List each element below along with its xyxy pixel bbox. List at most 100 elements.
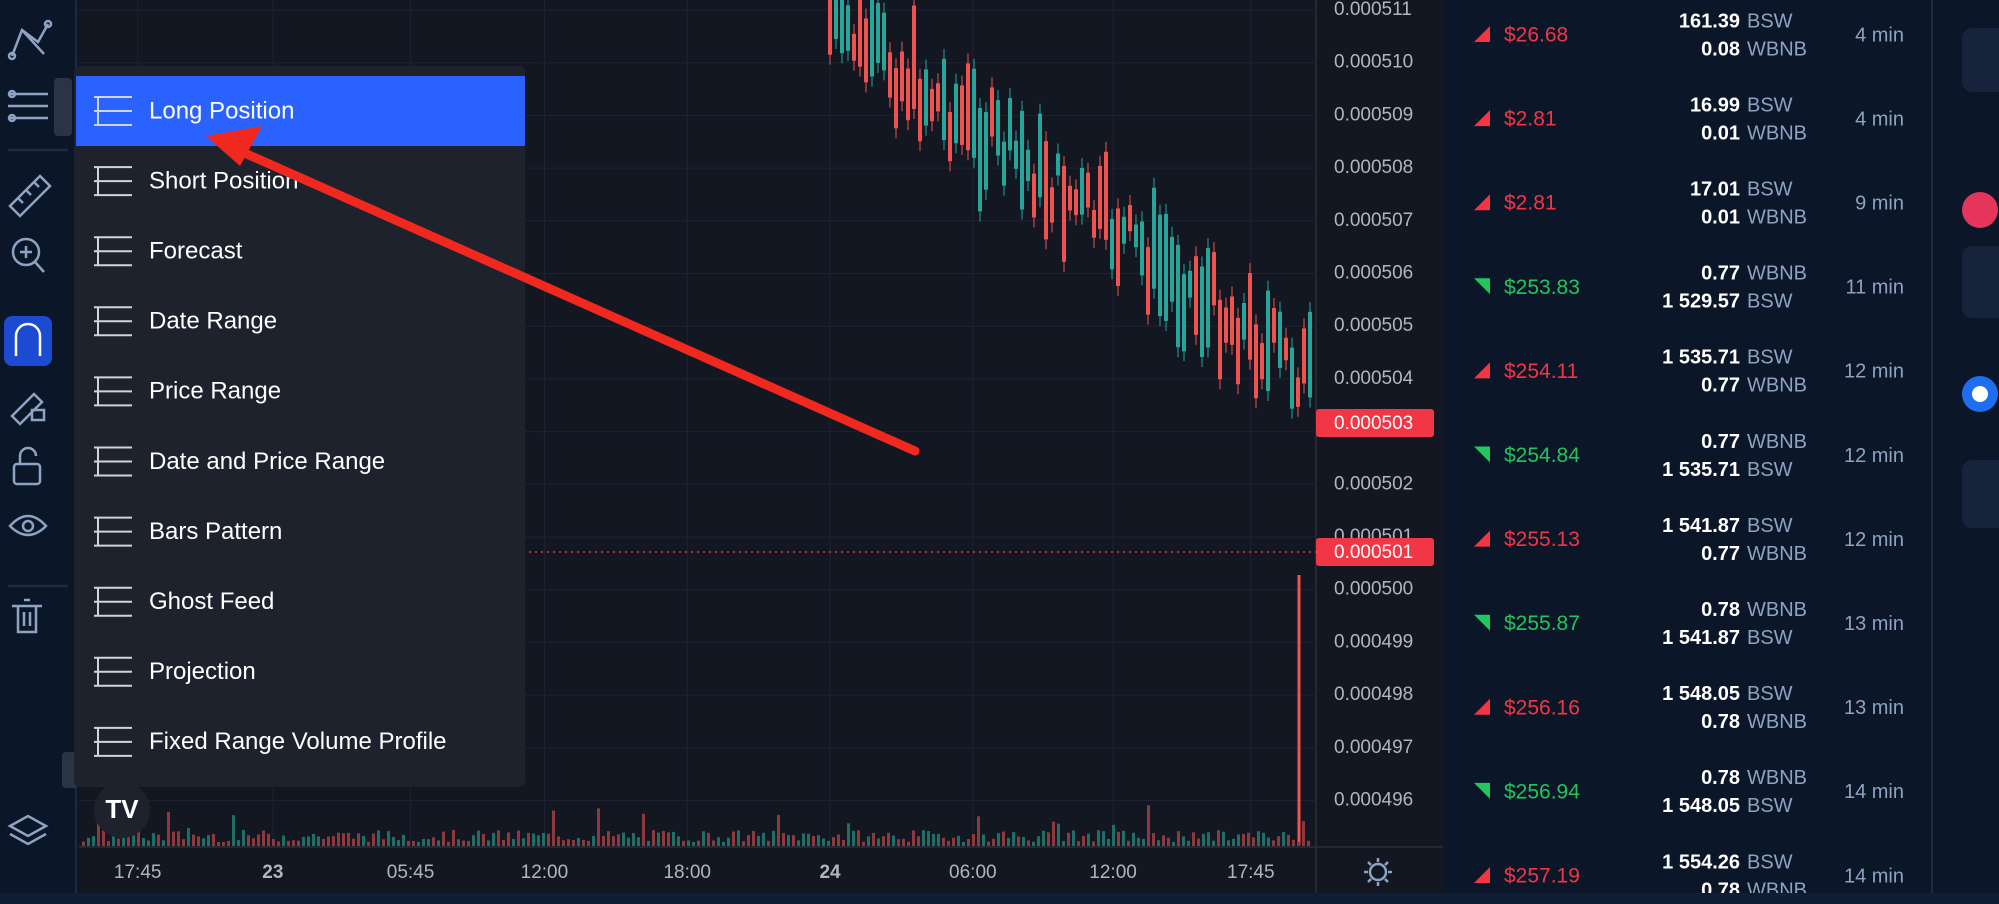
logo-mark: TV (105, 794, 139, 824)
trade-row: $26.68 161.39 BSW 0.08 WBNB 4 min (1474, 10, 1904, 60)
candle (864, 18, 868, 83)
volume-bar (717, 837, 720, 846)
trade-token: BSW (1747, 851, 1793, 873)
candle (1254, 324, 1258, 399)
volume-bar (517, 830, 520, 846)
menu-item[interactable]: Ghost Feed (94, 586, 274, 617)
trade-time: 13 min (1844, 697, 1904, 719)
volume-bar (307, 836, 310, 846)
volume-bar (692, 841, 695, 846)
volume-bar (637, 837, 640, 846)
volume-bar (237, 839, 240, 846)
volume-bar (262, 830, 265, 846)
price-label: 0.000504 (1334, 368, 1414, 389)
candle (846, 5, 850, 51)
trade-arrow (1474, 698, 1490, 715)
volume-bar (267, 833, 270, 846)
volume-bar (892, 835, 895, 846)
volume-bar (887, 832, 890, 846)
lock-icon[interactable] (12, 446, 42, 486)
volume-bar (192, 834, 195, 846)
volume-bar (897, 839, 900, 846)
layers-icon[interactable] (7, 814, 49, 846)
volume-bar (752, 830, 755, 846)
trade-amount: 1 548.05 (1662, 795, 1740, 817)
menu-item[interactable]: Forecast (94, 236, 243, 267)
volume-bar (982, 834, 985, 846)
volume-bar (822, 838, 825, 846)
zoom-icon[interactable] (11, 237, 45, 273)
side-button[interactable] (1962, 28, 1999, 92)
volume-bar (387, 831, 390, 846)
volume-bar (477, 830, 480, 846)
volume-bar (372, 833, 375, 846)
volume-bar (812, 835, 815, 846)
volume-bar (917, 836, 920, 846)
icon-shape (94, 166, 132, 197)
candle (1182, 274, 1186, 352)
trade-price: $26.68 (1504, 24, 1568, 47)
price-label: 0.000511 (1334, 0, 1412, 20)
trade-price: $255.87 (1504, 612, 1580, 635)
trade-token: BSW (1747, 291, 1793, 313)
volume-bar (1187, 840, 1190, 846)
trade-time: 11 min (1845, 277, 1904, 299)
eye-icon[interactable] (8, 514, 48, 537)
icon-shape (94, 306, 132, 337)
menu-item[interactable]: Short Position (94, 166, 298, 197)
trade-amount: 1 554.26 (1662, 851, 1740, 873)
volume-bar (937, 833, 940, 846)
volume-bar (277, 841, 280, 846)
prediction-tool-icon[interactable] (7, 89, 48, 123)
settings-icon[interactable] (1364, 858, 1392, 886)
volume-bar (212, 834, 215, 846)
menu-item[interactable]: Price Range (94, 376, 281, 407)
volume-bar (622, 832, 625, 846)
volume-bar (1057, 823, 1060, 846)
time-label: 12:00 (521, 862, 569, 883)
volume-bar (97, 806, 100, 846)
volume-bar (672, 831, 675, 846)
trash-icon[interactable] (12, 598, 42, 634)
volume-bar (1192, 832, 1195, 846)
volume-bar (322, 838, 325, 846)
side-button[interactable] (1962, 460, 1999, 528)
volume-bar (847, 823, 850, 846)
side-button[interactable] (1962, 246, 1999, 318)
menu-item[interactable]: Date Range (94, 306, 277, 337)
volume-bar (317, 836, 320, 846)
menu-item[interactable]: Bars Pattern (94, 516, 282, 547)
trade-amount: 0.77 (1701, 263, 1740, 285)
volume-bar (172, 831, 175, 846)
menu-item[interactable]: Date and Price Range (94, 446, 385, 477)
volume-bar (962, 841, 965, 846)
volume-bar (702, 831, 705, 846)
trade-price: $255.13 (1504, 528, 1580, 551)
menu-item[interactable]: Fixed Range Volume Profile (94, 726, 447, 757)
menu-item[interactable]: Projection (94, 656, 256, 687)
trend-tool-icon[interactable] (7, 19, 53, 61)
candle (852, 33, 856, 61)
candle (888, 52, 892, 98)
volume-bar (1042, 830, 1045, 846)
volume-bar (1092, 841, 1095, 846)
collapse-button[interactable] (54, 78, 72, 136)
menu-item[interactable]: Long Position (76, 76, 525, 146)
volume-bar (722, 841, 725, 846)
volume-bar (632, 832, 635, 846)
volume-bar (1257, 831, 1260, 846)
volume-bar (862, 841, 865, 846)
ruler-icon[interactable] (8, 174, 52, 218)
time-label: 05:45 (387, 862, 435, 883)
volume-bar (977, 816, 980, 846)
volume-bar (287, 840, 290, 846)
volume-bar (557, 836, 560, 846)
icon-shape (94, 726, 132, 757)
price-label: 0.000509 (1334, 104, 1413, 125)
radio-dot (1972, 386, 1988, 402)
lock-drawing-icon[interactable] (10, 392, 46, 426)
volume-bar (142, 837, 145, 846)
volume-bar (1112, 824, 1115, 846)
volume-bar (367, 841, 370, 846)
